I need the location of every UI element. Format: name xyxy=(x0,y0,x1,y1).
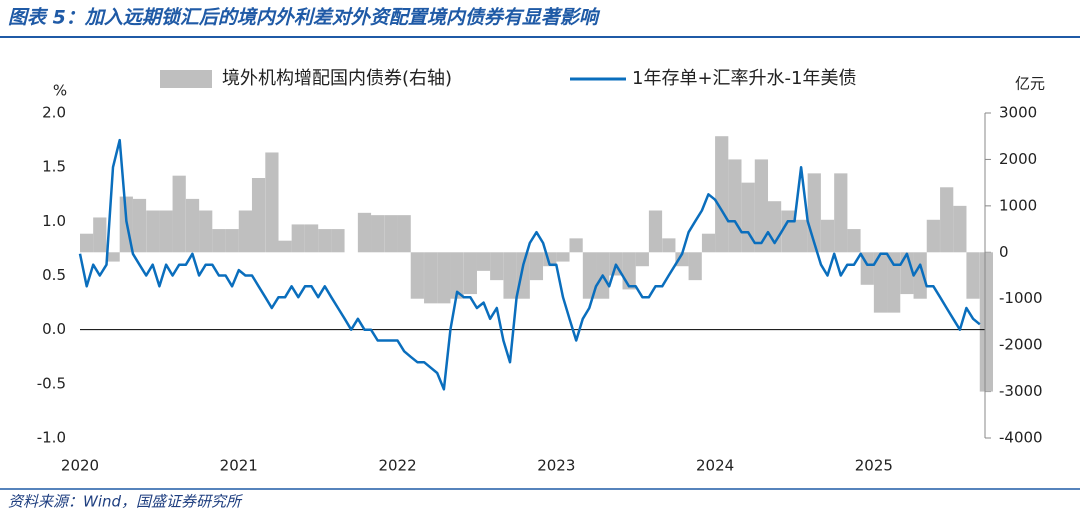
bar xyxy=(926,219,940,253)
bar xyxy=(569,238,583,253)
y2-tick-label: -2000 xyxy=(999,336,1043,354)
bar xyxy=(437,252,451,304)
bar xyxy=(159,210,173,253)
y-tick-label: -0.5 xyxy=(37,374,66,392)
x-tick-label: 2020 xyxy=(61,457,99,475)
x-tick-label: 2025 xyxy=(855,457,893,475)
bar xyxy=(212,229,226,253)
bar xyxy=(781,210,795,253)
chart-title: 图表 5：加入远期锁汇后的境内外利差对外资配置境内债券有显著影响 xyxy=(8,7,601,29)
bar xyxy=(728,159,742,253)
y-axis-label: % xyxy=(53,82,67,100)
y2-tick-label: -1000 xyxy=(999,289,1043,307)
bar xyxy=(371,215,385,253)
bar xyxy=(304,224,319,253)
y-tick-label: 1.0 xyxy=(42,212,66,230)
bar xyxy=(146,210,160,253)
bar xyxy=(529,252,544,281)
y2-axis-label: 亿元 xyxy=(1015,75,1045,93)
bar xyxy=(424,252,438,304)
x-tick-label: 2021 xyxy=(220,457,258,475)
bar xyxy=(172,175,186,253)
bar xyxy=(767,201,782,253)
bar xyxy=(265,152,279,253)
bar xyxy=(238,210,253,253)
legend-label: 境外机构增配国内债券(右轴) xyxy=(222,68,452,89)
bar xyxy=(662,238,676,253)
x-tick-label: 2024 xyxy=(696,457,734,475)
bar xyxy=(622,252,636,290)
bar xyxy=(463,252,477,295)
y-tick-label: 0.0 xyxy=(42,320,66,338)
bar xyxy=(688,252,702,281)
bar xyxy=(503,252,517,299)
bar xyxy=(834,173,848,253)
bar xyxy=(199,210,213,253)
bar xyxy=(251,178,266,253)
source-note: 资料来源：Wind，国盛证券研究所 xyxy=(8,493,243,511)
bar xyxy=(794,219,808,253)
bar xyxy=(476,252,491,271)
bar xyxy=(847,229,861,253)
bar xyxy=(754,159,769,253)
bar xyxy=(953,205,967,253)
y2-tick-label: -3000 xyxy=(999,382,1043,400)
legend-swatch xyxy=(160,70,212,88)
y-tick-label: 0.5 xyxy=(42,266,66,284)
y-tick-label: 1.5 xyxy=(42,158,66,176)
bar xyxy=(675,252,689,267)
y2-tick-label: -4000 xyxy=(999,429,1043,447)
bar xyxy=(741,182,755,253)
bar xyxy=(225,229,239,253)
bar xyxy=(450,252,464,299)
bar xyxy=(966,252,980,299)
bar xyxy=(80,233,94,253)
bar xyxy=(132,198,147,253)
bar xyxy=(93,217,107,253)
y2-tick-label: 2000 xyxy=(999,150,1037,168)
bar xyxy=(384,215,398,253)
y-tick-label: 2.0 xyxy=(42,104,66,122)
x-tick-label: 2023 xyxy=(537,457,575,475)
bar xyxy=(357,212,372,253)
y2-tick-label: 3000 xyxy=(999,104,1037,122)
line xyxy=(78,138,981,391)
bar xyxy=(648,210,663,253)
y-tick-label: -1.0 xyxy=(37,429,66,447)
bar xyxy=(278,240,292,253)
bar xyxy=(979,252,993,392)
bar xyxy=(318,229,332,253)
bar xyxy=(397,215,411,253)
bar xyxy=(490,252,504,281)
bar xyxy=(873,252,888,313)
bar xyxy=(291,224,305,253)
x-tick-label: 2022 xyxy=(378,457,416,475)
bar xyxy=(913,252,927,299)
bar xyxy=(410,252,424,299)
bar xyxy=(820,219,835,253)
bar xyxy=(887,252,901,313)
y2-tick-label: 0 xyxy=(999,243,1009,261)
bar xyxy=(635,252,649,267)
bar xyxy=(106,252,120,262)
bar xyxy=(715,136,729,253)
bar xyxy=(331,229,345,253)
bar xyxy=(701,233,716,253)
bar xyxy=(940,187,954,253)
bar xyxy=(582,252,597,299)
bar xyxy=(556,252,570,262)
bar xyxy=(185,198,200,253)
legend-label: 1年存单+汇率升水-1年美债 xyxy=(632,68,856,89)
y2-tick-label: 1000 xyxy=(999,196,1037,214)
